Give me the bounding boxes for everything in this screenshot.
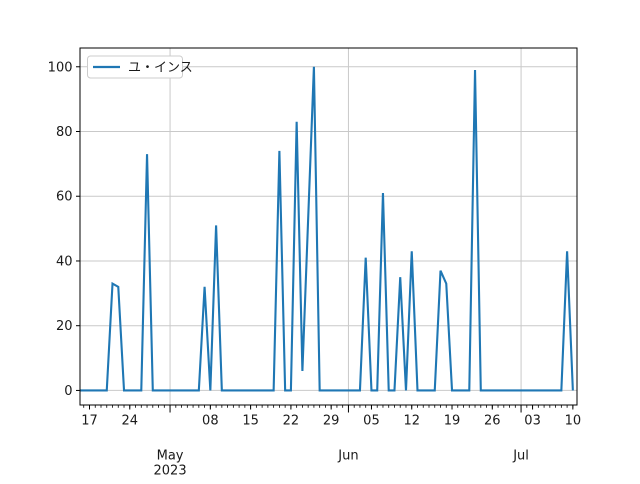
gridlines <box>80 48 577 405</box>
x-tick-label-15: 15 <box>242 414 259 429</box>
y-tick-label-60: 60 <box>56 190 73 205</box>
daily-minor-ticks <box>83 405 574 408</box>
month-label-Jul: Jul <box>512 449 529 464</box>
x-tick-label-26: 26 <box>484 414 501 429</box>
legend-box <box>87 55 183 79</box>
x-tick-label-24: 24 <box>122 414 139 429</box>
legend: ユ・インス <box>87 55 193 79</box>
x-tick-label-17: 17 <box>81 414 98 429</box>
x-tick-label-03: 03 <box>524 414 541 429</box>
y-tick-label-20: 20 <box>56 319 73 334</box>
data-series-layer <box>80 66 574 392</box>
x-tick-label-05: 05 <box>363 414 380 429</box>
legend-label: ユ・インス <box>128 61 193 76</box>
month-label-May: May <box>157 449 184 464</box>
y-tick-label-100: 100 <box>48 60 73 75</box>
x-tick-label-19: 19 <box>444 414 461 429</box>
y-tick-label-40: 40 <box>56 254 73 269</box>
month-label-2023: 2023 <box>154 464 187 479</box>
plot-border <box>79 47 578 406</box>
axis-ticks <box>76 66 574 413</box>
y-tick-label-80: 80 <box>56 125 73 140</box>
x-tick-label-10: 10 <box>565 414 582 429</box>
x-tick-label-29: 29 <box>323 414 340 429</box>
x-tick-label-08: 08 <box>202 414 219 429</box>
series-line-ユ・インス <box>80 66 574 392</box>
x-tick-label-22: 22 <box>283 414 300 429</box>
y-tick-label-0: 0 <box>64 384 72 399</box>
x-tick-label-12: 12 <box>403 414 420 429</box>
month-label-Jun: Jun <box>337 449 358 464</box>
